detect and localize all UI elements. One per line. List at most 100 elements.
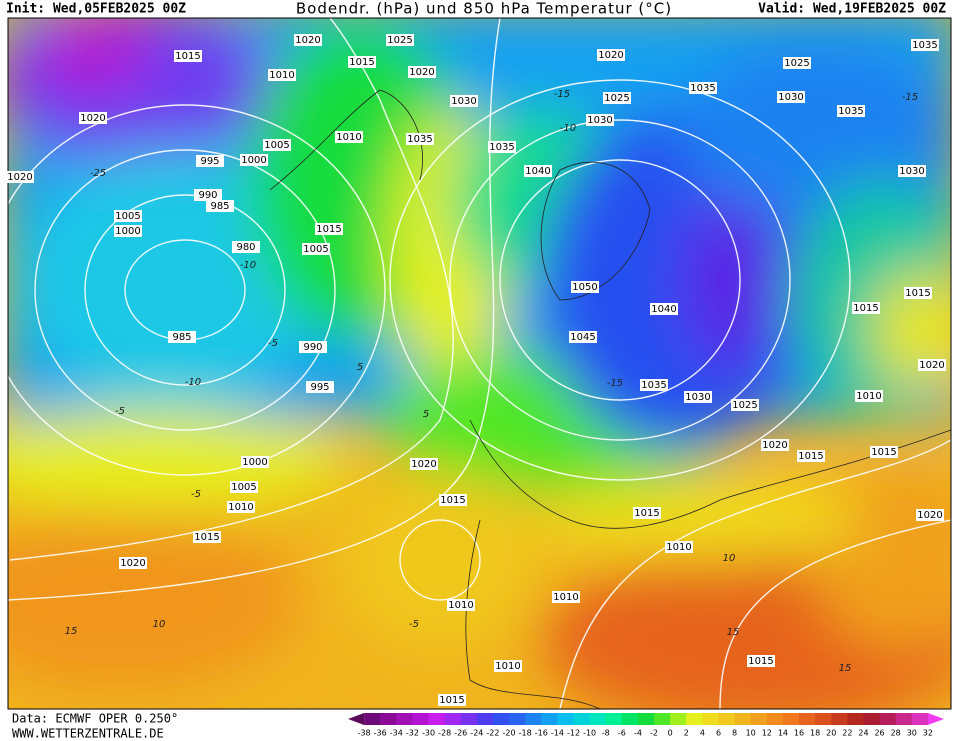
legend-tick-label: 22 (842, 729, 852, 738)
isobar-label-box (447, 599, 475, 611)
legend-swatch (911, 713, 929, 725)
legend-tick-label: -24 (470, 729, 483, 738)
isobar-label-box (494, 660, 522, 672)
legend-swatch (686, 713, 703, 725)
isobar-label: 985 (172, 332, 191, 343)
isobar-label: 1005 (115, 211, 140, 222)
isobar-label: 1020 (80, 113, 105, 124)
isobar-label: 995 (310, 382, 329, 393)
isobar-label-box (665, 541, 693, 553)
legend-tick-label: 0 (668, 729, 673, 738)
temperature-label: -5 (115, 406, 125, 417)
temperature-label: 15 (65, 626, 78, 637)
temperature-label: -5 (268, 338, 278, 349)
isobar-label: 995 (200, 156, 219, 167)
legend-swatch (605, 713, 623, 725)
legend-tick-label: 2 (684, 729, 689, 738)
isobar-label-box (196, 155, 224, 167)
isobar-label: 1015 (871, 447, 896, 458)
isobar-label-box (79, 112, 107, 124)
legend-swatch (799, 713, 816, 725)
isobar-label-box (783, 57, 811, 69)
isobar-label-box (524, 165, 552, 177)
isobar-label: 1035 (690, 83, 715, 94)
legend-swatch (702, 713, 719, 725)
isobar-label-box (206, 200, 234, 212)
isobar-label: 1000 (115, 226, 140, 237)
color-legend: -38 -36 -34 -32 -30 -28 -26 -24 -22 -20 -18 -16 -14-… (348, 713, 944, 738)
isobar-label-box (232, 241, 260, 253)
legend-swatch (412, 713, 430, 725)
legend-tick-label: 28 (891, 729, 901, 738)
isobar-label: 1035 (407, 134, 432, 145)
legend-tick-label: -20 (503, 729, 516, 738)
legend-tick-label: -34 (390, 729, 403, 738)
legend-swatch (863, 713, 881, 725)
legend-tick-label: -8 (602, 729, 610, 738)
legend-swatch (637, 713, 655, 725)
legend-swatch (734, 713, 752, 725)
legend-swatch (525, 713, 542, 725)
legend-tick-label: -4 (634, 729, 642, 738)
isobar-label: 1015 (175, 51, 200, 62)
isobar-label-box (335, 131, 363, 143)
data-source: Data: ECMWF OPER 0.250° (12, 712, 178, 726)
isobar-label: 1020 (598, 50, 623, 61)
isobar-label-box (569, 331, 597, 343)
legend-tick-label: -26 (454, 729, 467, 738)
isobar-label-box (348, 56, 376, 68)
isobar-label-box (114, 225, 142, 237)
legend-tick-label: -28 (438, 729, 451, 738)
legend-swatch (670, 713, 687, 725)
isobar-label: 1005 (264, 140, 289, 151)
isobar-label-box (410, 458, 438, 470)
temperature-label: -15 (554, 89, 570, 100)
isobar-label: 1020 (295, 35, 320, 46)
legend-swatch (831, 713, 848, 725)
website: WWW.WETTERZENTRALE.DE (12, 727, 164, 741)
isobar-label-box (315, 223, 343, 235)
isobar-label: 1015 (439, 695, 464, 706)
isobar-label-box (689, 82, 717, 94)
legend-swatch (476, 713, 494, 725)
isobar-label: 1015 (853, 303, 878, 314)
isobar-label: 1035 (641, 380, 666, 391)
isobar-label-box (268, 69, 296, 81)
legend-swatch (654, 713, 671, 725)
legend-arrow (348, 713, 365, 725)
legend-tick-label: 20 (826, 729, 836, 738)
isobar-label: 1030 (587, 115, 612, 126)
isobar-label: 1010 (336, 132, 361, 143)
isobar-label-box (586, 114, 614, 126)
legend-swatch (380, 713, 397, 725)
isobar-label-box (302, 243, 330, 255)
legend-tick-label: 12 (762, 729, 772, 738)
legend-swatch (428, 713, 446, 725)
legend-tick-label: -2 (650, 729, 658, 738)
legend-swatch (492, 713, 510, 725)
isobar-label-box (230, 481, 258, 493)
temperature-label: 10 (723, 553, 736, 564)
isobar-label: 1020 (762, 440, 787, 451)
isobar-label-box (837, 105, 865, 117)
isobar-label: 1015 (440, 495, 465, 506)
isobar-label: 990 (198, 190, 217, 201)
isobar-label: 1005 (303, 244, 328, 255)
legend-swatch (782, 713, 800, 725)
isobar-label: 1025 (387, 35, 412, 46)
isobar-label: 1035 (489, 142, 514, 153)
isobar-label-box (797, 450, 825, 462)
init-time: Init: Wed,05FEB2025 00Z (6, 2, 186, 17)
isobar-label: 1030 (899, 166, 924, 177)
isobar-label-box (918, 359, 946, 371)
isobar-label-box (488, 141, 516, 153)
isobar-label-box (633, 507, 661, 519)
isobar-label-box (263, 139, 291, 151)
isobar-label-box (306, 381, 334, 393)
isobar-label-box (852, 302, 880, 314)
isobar-label-box (193, 531, 221, 543)
legend-tick-label: 32 (923, 729, 933, 738)
